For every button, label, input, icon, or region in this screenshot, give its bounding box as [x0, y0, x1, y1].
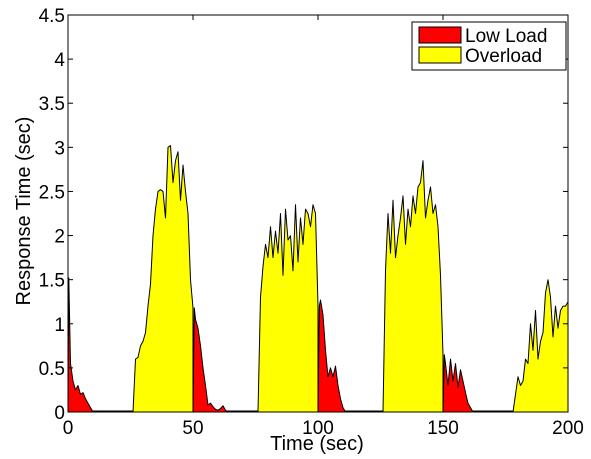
x-tick-label: 0 [63, 418, 74, 439]
y-tick-label: 1 [54, 315, 65, 336]
x-tick-label: 200 [552, 418, 584, 439]
overload-area-2 [257, 204, 319, 413]
overload-area-4 [512, 279, 569, 413]
low-load-area-4 [442, 354, 474, 413]
y-tick-label: 3.5 [39, 94, 65, 115]
y-axis-label: Response Time (sec) [13, 117, 35, 306]
legend-label-low-load: Low Load [465, 26, 547, 47]
y-tick-label: 4.5 [39, 6, 65, 27]
legend-label-overload: Overload [465, 46, 542, 67]
low-load-area-2 [192, 307, 229, 413]
legend-swatch-overload [418, 46, 462, 64]
x-tick-label: 100 [302, 418, 334, 439]
legend-swatch-low-load [418, 26, 462, 44]
low-load-area-3 [317, 299, 346, 413]
y-tick-label: 1.5 [39, 271, 65, 292]
axes: 0 50 100 150 200 0 0.5 1 1.5 2 2.5 3 3.5 4 4.5 [39, 6, 584, 439]
x-axis-label: Time (sec) [270, 433, 364, 455]
y-tick-label: 0 [54, 403, 65, 424]
y-tick-label: 2 [54, 227, 65, 248]
x-tick-label: 50 [182, 418, 203, 439]
overload-area-1 [132, 145, 194, 413]
y-tick-label: 3 [54, 138, 65, 159]
y-tick-label: 0.5 [39, 359, 65, 380]
y-tick-label: 4 [54, 50, 65, 71]
plot-area [67, 145, 569, 413]
overload-area-3 [382, 160, 444, 413]
y-tick-label: 2.5 [39, 182, 65, 203]
low-load-area-1 [67, 277, 94, 413]
x-tick-label: 150 [427, 418, 459, 439]
